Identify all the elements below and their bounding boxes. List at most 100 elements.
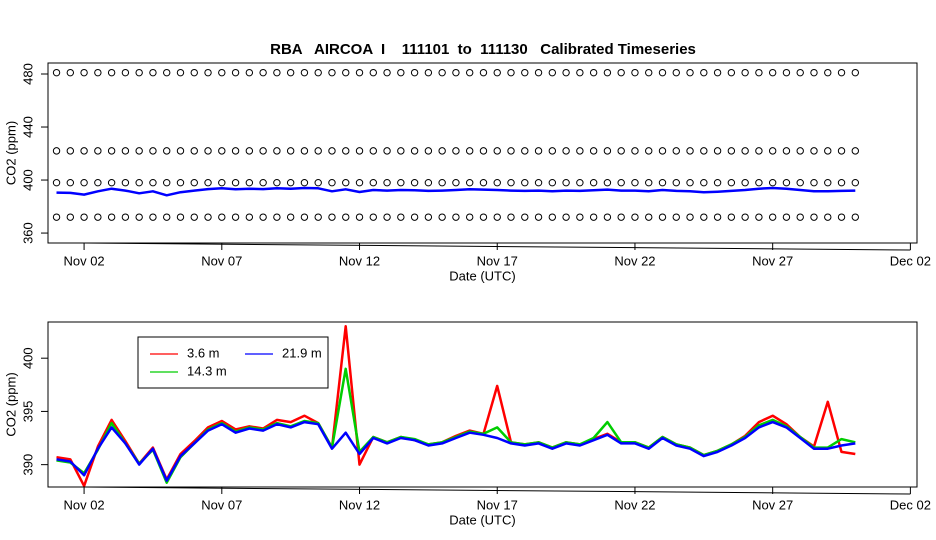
standard-point [397,213,405,221]
standard-point [576,178,584,187]
standard-point [658,147,667,155]
standard-point [121,147,130,155]
standard-point [672,147,680,155]
standard-point [204,178,212,187]
standard-point [521,213,529,221]
standard-point [176,213,185,221]
standard-point [507,178,515,187]
standard-point [727,147,736,155]
standard-point [438,147,446,155]
standard-point [259,147,267,155]
y-tick-label: 360 [20,222,35,244]
standard-point [231,68,240,77]
standard-point [493,178,501,187]
standard-point [548,213,557,221]
standard-point [851,68,860,77]
y-tick-label: 400 [20,169,35,191]
standard-point [631,213,639,221]
standard-point [314,147,322,155]
standard-point [163,178,171,187]
standard-point [314,213,322,221]
y-axis-label: CO2 (ppm) [3,121,18,185]
standard-point [300,68,309,77]
x-tick-label: Nov 22 [614,497,655,512]
standard-point [796,68,804,77]
standard-point [645,213,653,221]
standard-point [686,147,694,155]
standard-point [589,213,598,221]
standard-point [686,68,694,77]
standard-point [617,213,625,221]
standard-point [713,147,722,155]
standard-point [700,68,708,77]
standard-point [727,178,736,187]
standard-point [658,178,667,187]
standard-point [521,178,529,187]
standard-point [617,178,625,187]
x-tick-label: Nov 12 [339,497,380,512]
standard-point [135,213,143,221]
standard-point [810,213,818,221]
standard-point [534,147,543,155]
standard-point [768,178,777,187]
standard-point [741,68,749,77]
standard-point [465,213,474,221]
standard-point [121,68,130,77]
standard-point [410,147,419,155]
x-tick-label: Nov 02 [63,497,104,512]
standard-point [548,178,557,187]
standard-point [66,178,75,187]
standard-point [493,213,501,221]
standard-point [342,213,350,221]
standard-point [80,68,88,77]
standard-point [562,147,570,155]
standard-point [782,213,791,221]
standard-point [342,178,350,187]
standard-point [617,68,625,77]
standard-point [397,147,405,155]
standard-point [355,213,364,221]
standard-point [452,178,460,187]
standard-point [534,178,543,187]
standard-point [824,68,832,77]
standard-point [328,147,336,155]
standard-point [589,68,598,77]
standard-point [452,147,460,155]
standard-point [286,213,295,221]
standard-point [796,147,804,155]
standard-point [645,68,653,77]
standard-point [465,147,474,155]
standard-point [355,178,364,187]
standard-point [383,178,391,187]
standard-point [741,178,749,187]
y-tick-label: 400 [20,347,35,369]
standard-point [686,213,694,221]
standard-point [273,213,281,221]
x-tick-label: Nov 27 [752,497,793,512]
standard-point [80,178,88,187]
standard-point [851,147,860,155]
standard-point [548,68,557,77]
standard-point [727,213,736,221]
standard-point [176,68,185,77]
standard-point [631,68,639,77]
standard-point [796,213,804,221]
plot-area [56,325,856,487]
standard-point [66,68,75,77]
standard-point [286,147,295,155]
standard-point [810,147,818,155]
standard-point [121,178,130,187]
standard-point [273,178,281,187]
standard-point [782,68,791,77]
x-axis-label: Date (UTC) [449,268,515,283]
standard-point [658,68,667,77]
standard-point [245,213,254,221]
standard-point [300,178,309,187]
standard-point [824,213,832,221]
standard-point [259,68,267,77]
standard-point [52,68,61,77]
standard-point [837,68,846,77]
x-tick-label: Nov 07 [201,253,242,268]
standard-point [52,147,61,155]
standard-point [245,147,254,155]
